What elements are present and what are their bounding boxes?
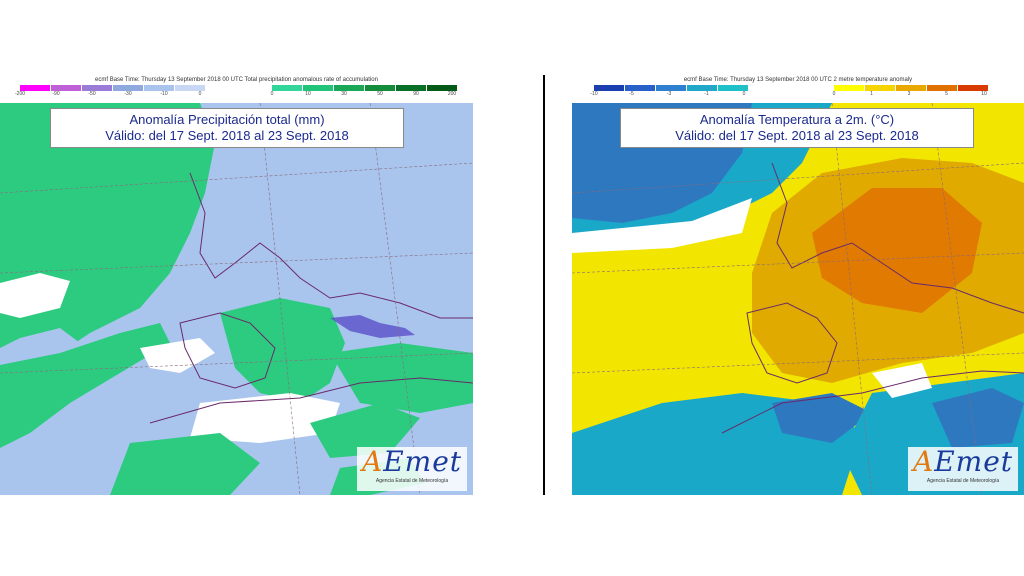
dry-region-sw [0,423,100,495]
aemet-logo-right: AEmet Agencia Estatal de Meteorología [908,447,1018,491]
graticule-lat [572,162,1024,374]
temp-map-header: ecmf Base Time: Thursday 13 September 20… [683,77,913,83]
scale-swatch [896,85,927,91]
graticule-lon [259,103,421,495]
graticule-lon [831,103,983,495]
precip-map-area [0,103,473,495]
temp-map-svg [572,103,1024,495]
scale-swatch [20,85,51,91]
scale-tick-label: 10 [305,91,311,97]
scale-swatch [175,85,206,91]
cold-patch-2 [932,388,1024,448]
aemet-subtitle: Agencia Estatal de Meteorología [375,478,449,484]
cold-patch-1 [772,393,872,443]
temp-map-area [572,103,1024,495]
scale-tick-label: 50 [377,91,383,97]
coastline-europe [771,162,1024,314]
scale-tick-label: 3 [907,91,911,97]
scale-tick-label: -50 [88,91,96,97]
scale-swatch [427,85,458,91]
scale-swatch [718,85,749,91]
scale-swatch [656,85,687,91]
temp-validity: Válido: del 17 Sept. 2018 al 23 Sept. 20… [675,128,919,143]
scale-swatch [334,85,365,91]
scale-tick-label: 5 [945,91,948,97]
panel-divider [543,75,545,495]
scale-tick-label: 0 [270,91,274,97]
precipitation-anomaly-map-panel: ecmf Base Time: Thursday 13 September 20… [0,75,473,495]
scale-tick-label: -10 [160,91,168,97]
wet-region-africa-1 [310,403,420,458]
dry-patch [0,328,80,365]
aemet-logo-left: AEmet Agencia Estatal de Meteorología [357,447,467,491]
temp-title: Anomalía Temperatura a 2m. (°C) [699,112,895,127]
coastline-europe [189,172,473,319]
precip-validity: Válido: del 17 Sept. 2018 al 23 Sept. 20… [105,128,349,143]
scale-tick-label: -90 [52,91,60,97]
coastline-iberia [746,302,838,384]
scale-swatch [365,85,396,91]
aemet-subtitle: Agencia Estatal de Meteorología [926,478,1000,484]
scale-swatch [927,85,958,91]
scale-swatch [144,85,175,91]
scale-tick-label: 90 [413,91,419,97]
precip-pos-ticks: 0 10 30 50 90 200 [270,91,457,99]
scale-tick-label: -30 [124,91,132,97]
precip-pos-scale [272,85,458,91]
scale-tick-label: 200 [447,91,457,97]
scale-swatch [303,85,334,91]
scale-tick-label: 10 [981,91,987,97]
precip-title-box: Anomalía Precipitación total (mm) Válido… [50,108,404,148]
wet-region-africa-2 [110,433,260,495]
temp-pos-ticks: 0 1 3 5 10 [832,91,987,99]
aemet-wordmark: AEmet [361,445,463,478]
wet-band [0,323,170,448]
neutral-patch-2 [140,338,215,373]
scale-swatch [396,85,427,91]
neutral-band [572,198,752,253]
scale-swatch [113,85,144,91]
scale-swatch [865,85,896,91]
scale-swatch [834,85,865,91]
neutral-patch [0,273,70,318]
scale-swatch [958,85,989,91]
temperature-anomaly-map-panel: ecmf Base Time: Thursday 13 September 20… [572,75,1024,495]
precip-title: Anomalía Precipitación total (mm) [129,112,325,127]
temp-neg-ticks: -10 -5 -3 -1 0 [590,91,746,99]
coastline-africa [721,370,1024,434]
scale-swatch [625,85,656,91]
aemet-wordmark: AEmet [912,445,1014,478]
scale-tick-label: -5 [629,91,634,97]
precip-neg-ticks: -200 -90 -50 -30 -10 0 [15,91,202,99]
scale-swatch [272,85,303,91]
scale-tick-label: 0 [198,91,202,97]
scale-tick-label: -1 [704,91,709,97]
graticule-lat [0,162,473,374]
scale-tick-label: 1 [870,91,873,97]
scale-tick-label: 30 [341,91,347,97]
precip-map-svg [0,103,473,495]
hot-region-central-europe [812,188,982,313]
coastline-iberia [179,312,276,389]
temp-pos-scale [834,85,989,91]
scale-tick-label: -200 [14,91,26,97]
neutral-patch-3 [190,393,340,443]
wet-region-med [330,343,473,413]
neutral-patch-africa [872,363,932,398]
very-dry-streak [330,315,415,338]
scale-tick-label: -3 [666,91,672,97]
temp-neg-scale [594,85,749,91]
scale-tick-label: -10 [590,91,598,97]
scale-swatch [51,85,82,91]
scale-tick-label: 0 [832,91,836,97]
scale-swatch [687,85,718,91]
temp-title-box: Anomalía Temperatura a 2m. (°C) Válido: … [620,108,974,148]
scale-swatch [594,85,625,91]
coastline-africa [149,377,473,424]
precip-map-header: ecmf Base Time: Thursday 13 September 20… [95,77,378,83]
scale-tick-label: 0 [742,91,746,97]
precip-neg-scale [20,85,206,91]
scale-swatch [82,85,113,91]
